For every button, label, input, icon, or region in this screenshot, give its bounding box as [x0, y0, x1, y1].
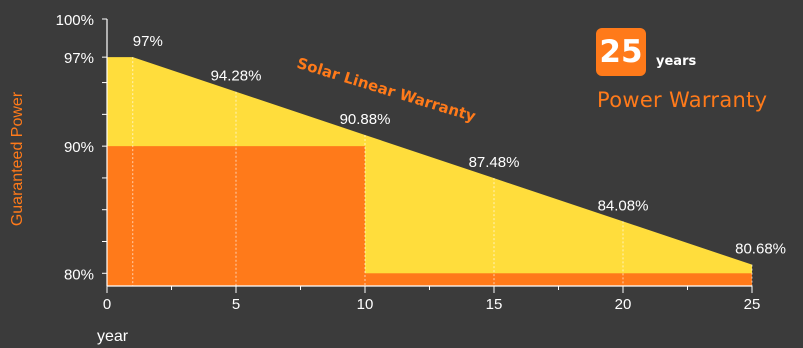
warranty-years-badge: 25	[596, 28, 646, 76]
step-warranty-block-2	[365, 273, 752, 286]
data-label: 80.68%	[735, 241, 786, 258]
x-tick-label: 10	[357, 296, 374, 313]
data-label: 84.08%	[598, 197, 649, 214]
y-tick-label: 97%	[64, 50, 94, 67]
y-tick-label: 90%	[64, 139, 94, 156]
warranty-years-unit: years	[656, 54, 697, 69]
power-warranty-caption: Power Warranty	[597, 88, 768, 112]
data-label: 97%	[133, 33, 163, 50]
y-axis-title: Guaranteed Power	[9, 91, 26, 227]
y-tick-label: 100%	[56, 12, 94, 29]
data-label: 94.28%	[211, 68, 262, 85]
x-tick-label: 20	[615, 296, 632, 313]
x-tick-label: 15	[486, 296, 503, 313]
y-tick-label: 80%	[64, 266, 94, 283]
x-tick-label: 25	[744, 296, 761, 313]
x-tick-label: 5	[232, 296, 240, 313]
x-axis-title: year	[97, 328, 129, 345]
data-label: 87.48%	[469, 154, 520, 171]
x-tick-label: 0	[103, 296, 111, 313]
data-label: 90.88%	[340, 111, 391, 128]
